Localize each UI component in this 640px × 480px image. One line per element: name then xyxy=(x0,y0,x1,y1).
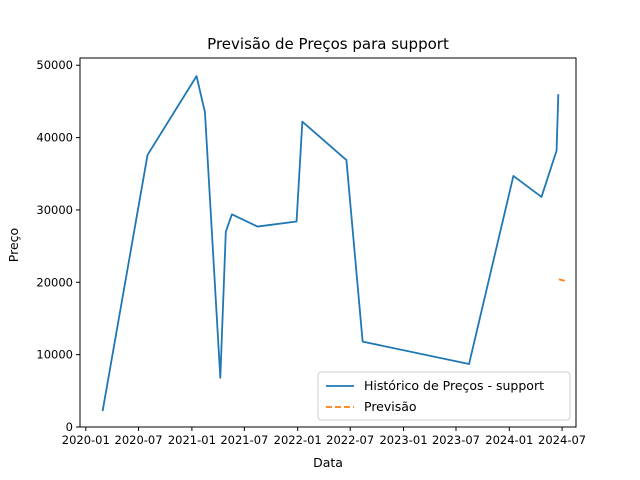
y-tick-label: 10000 xyxy=(36,348,73,362)
x-tick-label: 2023-07 xyxy=(432,433,480,447)
x-tick-label: 2022-01 xyxy=(274,433,322,447)
x-axis: 2020-01 2020-07 2021-01 2021-07 2022-01 2022-… xyxy=(62,427,586,447)
y-tick-label: 30000 xyxy=(36,203,73,217)
plot-area xyxy=(79,57,577,428)
plot-frame xyxy=(79,57,577,428)
x-tick-label: 2022-07 xyxy=(326,433,374,447)
x-axis-label: Data xyxy=(313,455,343,470)
series-line-1 xyxy=(558,278,566,282)
y-tick-label: 0 xyxy=(66,420,73,434)
legend: Histórico de Preços - support Previsão xyxy=(317,371,571,421)
y-axis: 0 10000 20000 30000 40000 50000 xyxy=(36,58,80,434)
series-line-0 xyxy=(101,75,560,412)
legend-label-previsao: Previsão xyxy=(364,399,417,414)
legend-label-historico: Histórico de Preços - support xyxy=(364,378,544,393)
x-tick-label: 2024-07 xyxy=(538,433,586,447)
x-tick-label: 2021-01 xyxy=(168,433,216,447)
x-tick-label: 2021-07 xyxy=(220,433,268,447)
x-tick-label: 2024-01 xyxy=(485,433,533,447)
chart-title: Previsão de Preços para support xyxy=(207,35,449,53)
x-tick-label: 2023-01 xyxy=(379,433,427,447)
y-tick-label: 40000 xyxy=(36,131,73,145)
x-tick-label: 2020-07 xyxy=(115,433,163,447)
x-tick-label: 2020-01 xyxy=(62,433,110,447)
y-tick-label: 50000 xyxy=(36,58,73,72)
y-tick-label: 20000 xyxy=(36,275,73,289)
y-axis-label: Preço xyxy=(6,228,21,262)
legend-box xyxy=(317,371,571,421)
